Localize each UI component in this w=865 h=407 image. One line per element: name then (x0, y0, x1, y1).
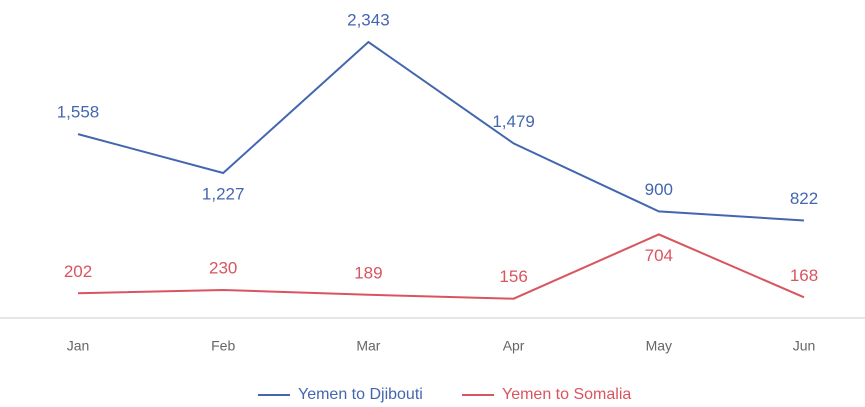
value-label: 1,558 (57, 103, 100, 122)
value-label: 1,227 (202, 184, 245, 203)
x-tick-label: May (646, 338, 672, 354)
x-tick-label: Apr (503, 338, 525, 354)
value-label: 900 (645, 180, 673, 199)
line (77, 40, 805, 222)
x-tick-label: Feb (211, 338, 235, 354)
x-tick-label: Jan (67, 338, 90, 354)
value-label: 2,343 (347, 10, 390, 29)
value-label: 1,479 (492, 112, 535, 131)
value-label: 230 (209, 258, 237, 277)
value-label: 168 (790, 266, 818, 285)
legend-label: Yemen to Somalia (502, 386, 631, 403)
x-tick-label: Jun (793, 338, 816, 354)
value-label: 822 (790, 189, 818, 208)
value-label: 704 (645, 246, 673, 265)
x-tick-label: Mar (356, 338, 380, 354)
value-label: 189 (354, 263, 382, 282)
line (77, 233, 805, 300)
value-label: 202 (64, 262, 92, 281)
legend-label: Yemen to Djibouti (298, 386, 423, 403)
value-label: 156 (499, 267, 527, 286)
